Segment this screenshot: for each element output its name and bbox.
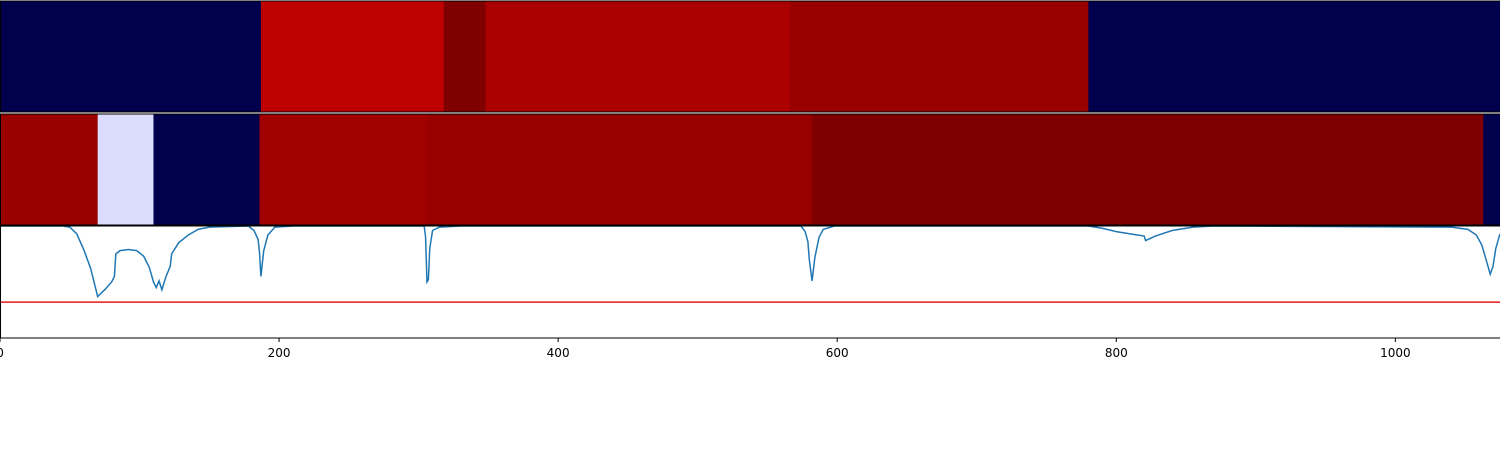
line-panel (0, 226, 1500, 338)
heatmap-track-2 (0, 114, 1500, 225)
track-1-segment-1 (261, 1, 444, 112)
track-1-segment-5 (1088, 1, 1500, 112)
track-1-segment-3 (486, 1, 791, 112)
x-tick-label-4: 800 (1105, 346, 1128, 360)
x-tick-label-5: 1000 (1380, 346, 1411, 360)
x-tick-label-3: 600 (826, 346, 849, 360)
track-2-segment-6 (1483, 114, 1500, 225)
track-2-segment-4 (427, 114, 813, 225)
track-1-segment-2 (444, 1, 486, 112)
track-2-segment-5 (812, 114, 1484, 225)
track-1-segment-0 (0, 1, 262, 112)
track-2-segment-0 (0, 114, 98, 225)
track-2-segment-2 (153, 114, 260, 225)
heatmap-track-1 (0, 1, 1500, 112)
track-1-segment-4 (790, 1, 1089, 112)
track-2-segment-3 (260, 114, 428, 225)
track-2-segment-1 (98, 114, 154, 225)
x-tick-label-1: 200 (268, 346, 291, 360)
line-panel-background (0, 226, 1500, 338)
x-tick-label-0: 0 (0, 346, 4, 360)
x-tick-label-2: 400 (547, 346, 570, 360)
